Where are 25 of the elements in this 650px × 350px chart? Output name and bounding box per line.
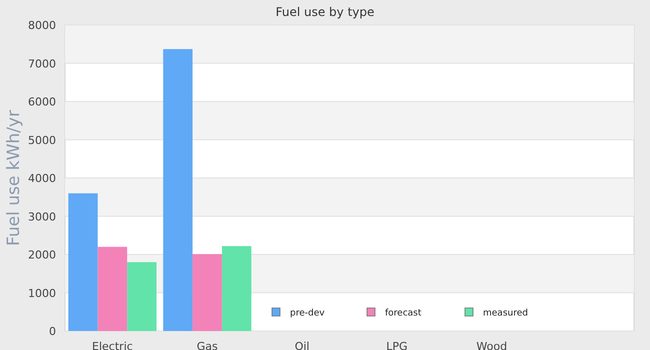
y-tick-label: 1000 xyxy=(28,286,56,300)
x-tick-label: Gas xyxy=(196,340,218,350)
legend-label: forecast xyxy=(385,308,422,318)
legend-label: pre-dev xyxy=(290,308,326,318)
y-tick-label: 4000 xyxy=(28,172,56,185)
y-axis-title: Fuel use kWh/yr xyxy=(4,110,24,246)
bar xyxy=(192,254,222,331)
y-tick-label: 6000 xyxy=(28,96,56,108)
y-tick-label: 3000 xyxy=(28,210,56,224)
legend-label: measured xyxy=(483,308,528,318)
y-tick-label: 7000 xyxy=(28,57,56,70)
y-tick-label: 0 xyxy=(49,325,56,338)
chart-title: Fuel use by type xyxy=(276,5,374,19)
y-tick-label: 5000 xyxy=(28,134,56,147)
x-tick-label: LPG xyxy=(386,340,408,350)
x-tick-label: Wood xyxy=(476,340,508,350)
x-tick-label: Electric xyxy=(92,340,133,350)
y-tick-label: 2000 xyxy=(28,248,56,262)
bar xyxy=(98,246,128,331)
y-tick-label: 8000 xyxy=(28,19,56,32)
bar xyxy=(163,49,193,331)
x-tick-label: Oil xyxy=(294,340,310,350)
bar xyxy=(68,193,98,331)
bar xyxy=(222,246,252,331)
bar xyxy=(127,262,157,331)
